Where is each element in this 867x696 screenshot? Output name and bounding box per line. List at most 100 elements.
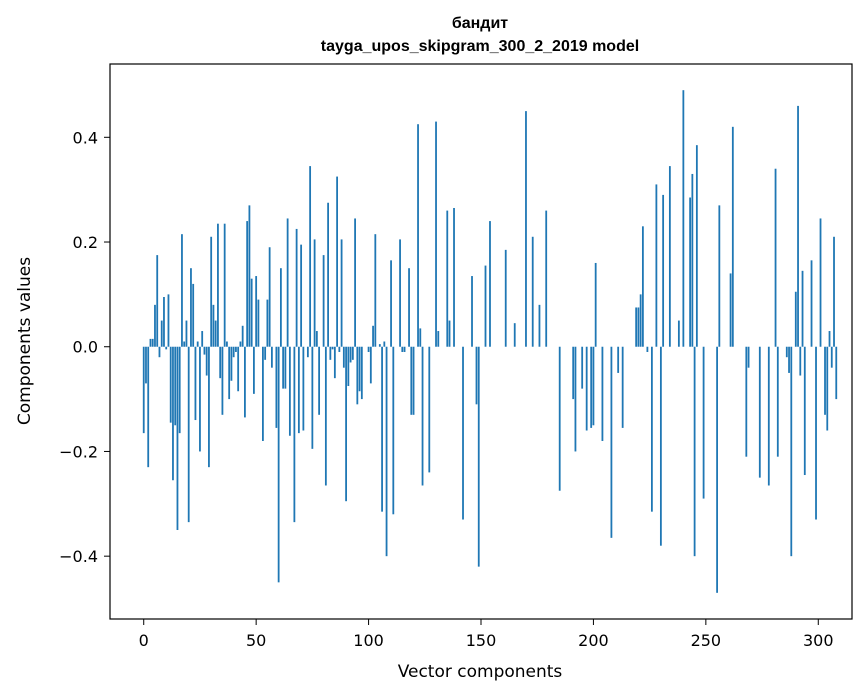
bar-103: [374, 234, 377, 347]
bar-11: [167, 294, 170, 347]
x-tick-label-50: 50: [246, 631, 266, 650]
bar-195: [581, 346, 584, 389]
bar-6: [156, 255, 159, 347]
bar-219: [635, 307, 638, 347]
bar-35: [221, 346, 224, 415]
bar-39: [230, 346, 233, 381]
x-tick-label-100: 100: [353, 631, 384, 650]
bar-110: [390, 260, 392, 347]
bar-228: [655, 184, 658, 347]
bar-106: [381, 346, 383, 512]
bar-278: [767, 346, 770, 486]
bar-25: [199, 346, 201, 452]
bar-148: [475, 346, 478, 405]
bar-292: [799, 346, 802, 376]
bar-4: [151, 338, 154, 347]
bar-100: [367, 346, 370, 352]
bar-199: [590, 346, 593, 428]
bars-group: [142, 90, 838, 593]
bar-93: [351, 346, 354, 360]
bar-16: [178, 346, 181, 434]
bar-59: [275, 346, 278, 428]
bar-176: [538, 304, 541, 347]
y-tick-label-0: −0.4: [59, 547, 98, 566]
bar-27: [203, 346, 206, 355]
bar-303: [824, 346, 826, 415]
bar-75: [311, 346, 314, 449]
bar-138: [453, 207, 455, 347]
bar-30: [210, 236, 213, 347]
bar-301: [819, 218, 822, 347]
bar-111: [392, 346, 395, 515]
bar-222: [641, 226, 644, 347]
y-tick-label-2: 0.0: [73, 338, 98, 357]
bar-297: [810, 260, 813, 347]
bar-94: [354, 218, 356, 347]
bar-85: [333, 346, 336, 379]
bar-2: [147, 346, 150, 468]
x-tick-label-150: 150: [466, 631, 497, 650]
bar-96: [358, 346, 361, 392]
bar-81: [324, 346, 327, 486]
bar-116: [403, 346, 406, 352]
bar-20: [187, 346, 190, 523]
bar-33: [217, 223, 219, 347]
bar-282: [776, 346, 779, 457]
bar-154: [489, 221, 491, 347]
bar-269: [747, 346, 750, 368]
bar-63: [284, 346, 287, 389]
bar-281: [774, 168, 777, 347]
bar-95: [356, 346, 359, 405]
bar-249: [702, 346, 705, 499]
bar-107: [383, 341, 386, 347]
bar-308: [835, 346, 838, 400]
bar-135: [446, 210, 449, 347]
bar-244: [691, 173, 694, 347]
bar-123: [419, 328, 422, 347]
bar-54: [264, 346, 267, 360]
chart-subtitle: tayga_upos_skipgram_300_2_2019 model: [321, 38, 639, 55]
bar-84: [331, 346, 334, 350]
bar-286: [785, 346, 788, 358]
bar-62: [282, 346, 285, 389]
bar-82: [327, 202, 329, 347]
bar-256: [718, 205, 721, 347]
bar-102: [372, 325, 374, 347]
bar-34: [219, 346, 222, 379]
bar-238: [677, 320, 680, 347]
bar-290: [794, 291, 797, 347]
bar-221: [639, 294, 642, 347]
bar-73: [306, 346, 309, 358]
bar-67: [293, 346, 296, 523]
bar-192: [574, 346, 577, 452]
bar-127: [428, 346, 431, 473]
bar-224: [646, 346, 649, 352]
bar-287: [788, 346, 790, 373]
bar-80: [322, 255, 325, 347]
bar-5: [154, 304, 156, 347]
y-tick-label-4: 0.4: [73, 128, 98, 147]
bar-261: [729, 273, 732, 347]
bar-64: [286, 218, 289, 347]
bar-3: [149, 338, 152, 347]
bar-47: [248, 205, 251, 347]
bar-200: [592, 346, 595, 426]
bar-92: [349, 346, 352, 363]
bar-185: [558, 346, 561, 491]
bar-152: [484, 265, 487, 347]
bar-291: [797, 105, 799, 347]
bar-32: [214, 320, 217, 347]
bar-268: [745, 346, 748, 457]
bar-161: [504, 249, 507, 347]
bar-28: [205, 346, 208, 376]
bar-65: [288, 346, 291, 436]
bar-246: [695, 145, 698, 347]
bar-48: [250, 278, 253, 347]
bar-274: [758, 346, 761, 478]
bar-15: [176, 346, 179, 530]
bar-255: [716, 346, 718, 593]
bar-55: [266, 299, 269, 347]
bar-78: [318, 346, 321, 415]
y-tick-label-1: −0.2: [59, 442, 98, 461]
y-axis-label: Components values: [15, 257, 35, 425]
